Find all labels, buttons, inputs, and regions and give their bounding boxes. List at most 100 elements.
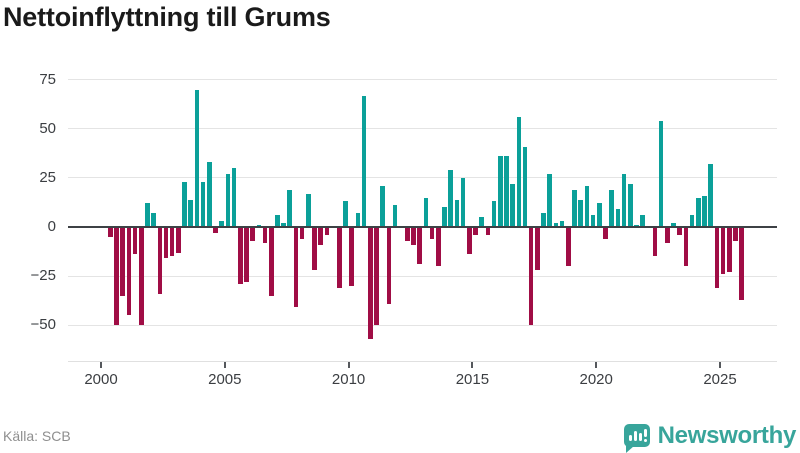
bar [671,223,676,227]
bar [566,227,571,267]
bar [609,189,614,227]
bar [528,227,534,326]
bar [658,121,664,227]
y-axis-label: −25 [30,267,56,285]
bar [237,227,243,284]
x-axis-tick [595,362,598,368]
bar [157,227,163,294]
newsworthy-logo[interactable]: Newsworthy [623,421,796,453]
bar [163,227,169,259]
bar [244,227,249,282]
gridline [68,177,777,179]
bar [207,162,212,227]
bar [603,227,608,239]
bar [343,201,348,227]
source-label: Källa: SCB [3,428,71,444]
bar [702,195,707,227]
bar [596,203,602,227]
x-axis-tick [471,362,474,368]
y-axis-label: 25 [39,168,56,186]
bar [665,227,670,243]
bar [386,227,392,304]
gridline [68,128,777,130]
bar [584,185,590,227]
gridline [68,324,777,326]
bar [733,227,738,241]
bar [578,199,584,227]
bar [126,227,132,316]
bar-chart-badge-icon [623,424,650,453]
y-axis-label: 50 [39,119,56,137]
x-axis-tick [347,362,350,368]
bar [590,215,596,227]
bar [473,227,478,235]
bar [442,207,447,227]
bar [491,201,497,227]
bar [287,189,293,227]
bar [107,227,113,237]
bar [683,227,689,267]
bar [510,183,515,227]
bar [225,174,231,227]
bar [696,197,701,227]
bar [417,227,423,265]
bar [640,215,645,227]
bar [572,189,577,227]
bar [615,209,621,227]
bar [405,227,410,241]
gridline [68,275,777,277]
bar [392,205,398,227]
bar [151,213,156,227]
bar [250,227,255,241]
bar [479,217,484,227]
bar [436,227,441,267]
bar [423,197,429,227]
bar [516,117,522,227]
bar [547,174,553,227]
bar [726,227,732,273]
bar [497,156,503,227]
zero-axis-line [68,226,777,228]
bar [120,227,125,296]
x-axis-label: 2005 [208,371,242,388]
bar [367,227,373,339]
gridline [68,79,777,81]
bar [194,89,200,227]
bar [454,199,460,227]
bar [708,164,713,227]
x-axis-tick [719,362,721,368]
bar [312,227,317,271]
bar [337,227,342,288]
bar [324,227,330,235]
bar [739,227,744,300]
bar [429,227,435,239]
bar [200,181,206,227]
bar [361,95,367,227]
x-axis-tick [223,362,226,368]
bar [541,213,546,227]
bar [522,146,528,227]
bar [145,203,150,227]
bar [485,227,491,235]
x-axis-label: 2000 [84,371,118,388]
bar [411,227,416,245]
bar [188,199,194,227]
x-axis-tick [100,362,102,368]
chart-title: Nettoinflyttning till Grums [3,2,331,32]
bar [349,227,354,286]
bar [374,227,379,326]
bar [504,156,509,227]
axis-baseline [68,361,777,362]
x-axis-label: 2025 [703,371,737,388]
bar [281,223,286,227]
bar [714,227,720,288]
bar [268,227,274,296]
bar [182,181,187,227]
bar [467,227,472,255]
bar [355,213,361,227]
bar [114,227,119,326]
bar [176,227,181,253]
bar [380,185,385,227]
bar [627,183,633,227]
